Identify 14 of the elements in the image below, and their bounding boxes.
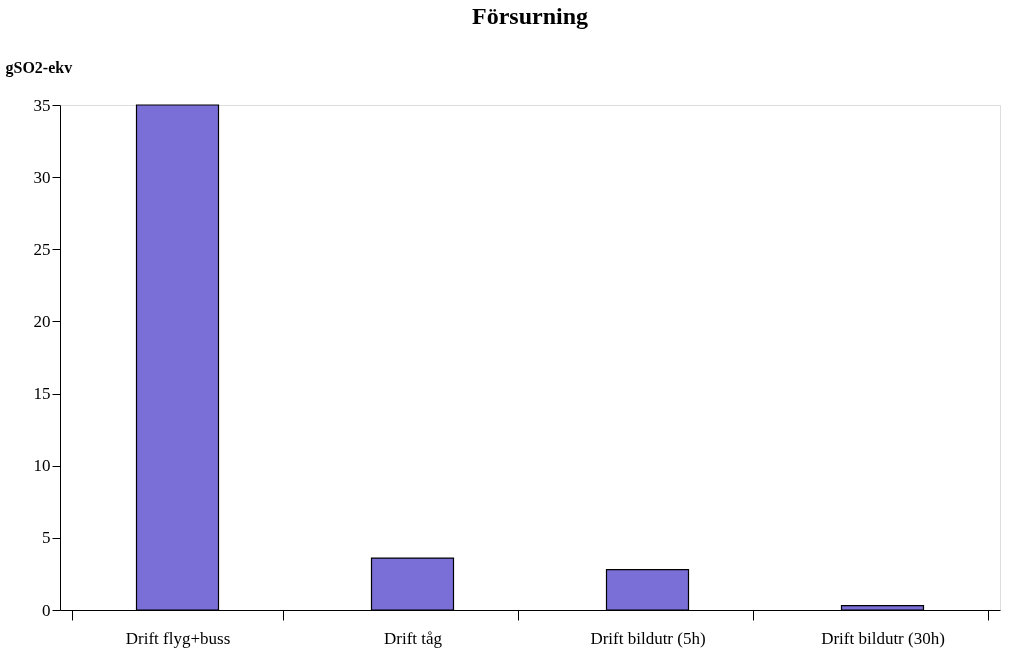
x-tick-label: Drift bildutr (5h) [590,628,706,648]
y-tick-label: 20 [33,311,51,331]
y-tick-label: 35 [33,95,51,115]
x-tick-label: Drift bildutr (30h) [821,628,945,648]
x-tick-label: Drift tåg [383,628,443,648]
y-tick-label: 15 [33,384,51,404]
chart-title: Försurning [471,3,589,29]
x-tick-label: Drift flyg+buss [125,628,231,648]
y-tick-label: 30 [33,167,51,187]
y-tick-label: 5 [42,528,51,548]
y-tick-label: 10 [33,456,51,476]
y-axis-title: gSO2-ekv [5,58,73,77]
y-tick-label: 25 [33,239,51,259]
y-tick-label: 0 [42,600,51,620]
